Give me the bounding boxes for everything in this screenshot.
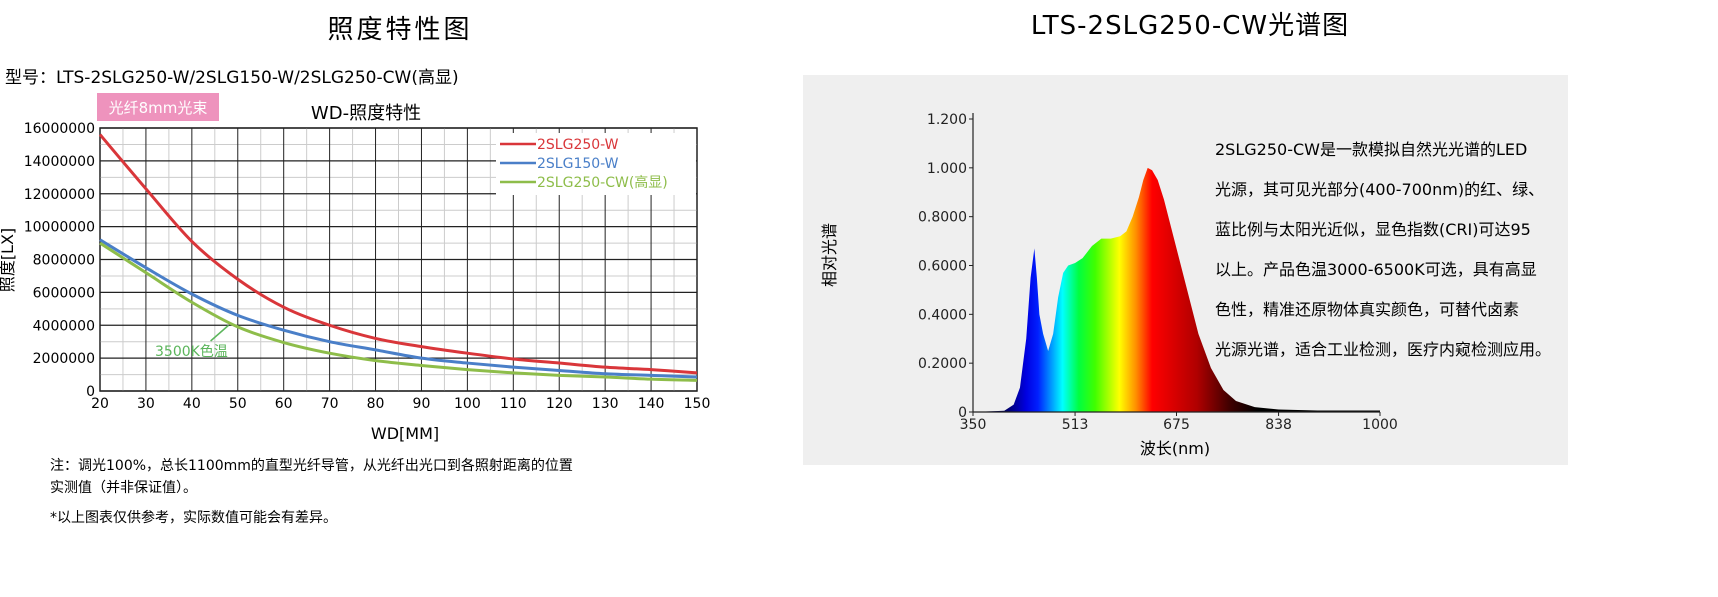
x-tick-label: 80 (367, 396, 385, 412)
x-tick-label: 838 (1265, 417, 1292, 433)
x-tick-label: 90 (413, 396, 431, 412)
desc-line-1: 2SLG250-CW是一款模拟自然光光谱的LED (1215, 140, 1527, 159)
illum-x-label: WD[MM] (371, 424, 439, 443)
y-tick-label: 1.200 (927, 112, 967, 128)
y-tick-label: 10000000 (24, 220, 95, 236)
y-tick-label: 2000000 (33, 351, 95, 367)
y-tick-label: 0.2000 (918, 356, 967, 372)
x-tick-label: 513 (1062, 417, 1089, 433)
x-tick-label: 30 (137, 396, 155, 412)
y-tick-label: 16000000 (24, 121, 95, 137)
annotation-label: 3500K色温 (155, 343, 228, 360)
legend-label: 2SLG250-W (537, 137, 619, 153)
illum-chart-title: WD-照度特性 (311, 103, 421, 124)
x-tick-label: 40 (183, 396, 201, 412)
x-tick-label: 350 (960, 417, 987, 433)
x-tick-label: 110 (500, 396, 527, 412)
y-tick-label: 0 (86, 384, 95, 400)
spectrum-description: 2SLG250-CW是一款模拟自然光光谱的LED 光源，其可见光部分(400-7… (1215, 140, 1551, 359)
model-label: 型号：LTS-2SLG250-W/2SLG150-W/2SLG250-CW(高显… (5, 68, 459, 88)
spectrum-chart: 0 0.2000 0.4000 0.6000 0.8000 1.000 1.200 350 51… (918, 112, 1398, 433)
x-tick-label: 1000 (1362, 417, 1398, 433)
desc-line-5: 色性，精准还原物体真实颜色，可替代卤素 (1215, 300, 1519, 319)
y-tick-label: 6000000 (33, 285, 95, 301)
badge-background (97, 93, 219, 121)
note-line-3: *以上图表仅供参考，实际数值可能会有差异。 (50, 509, 337, 526)
spectrum-area (973, 167, 1380, 412)
x-tick-label: 20 (91, 396, 109, 412)
y-tick-label: 0.4000 (918, 307, 967, 323)
desc-line-3: 蓝比例与太阳光近似，显色指数(CRI)可达95 (1215, 220, 1531, 239)
x-tick-label: 150 (684, 396, 711, 412)
desc-line-6: 光源光谱，适合工业检测，医疗内窥检测应用。 (1215, 340, 1551, 359)
y-tick-label: 0.8000 (918, 210, 967, 226)
series-line-0 (98, 133, 698, 375)
annotation-pointer (210, 324, 230, 342)
y-tick-label: 4000000 (33, 318, 95, 334)
y-tick-label: 0 (958, 405, 967, 421)
note-line-1: 注：调光100%，总长1100mm的直型光纤导管，从光纤出光口到各照射距离的位置 (50, 457, 573, 474)
x-tick-label: 60 (275, 396, 293, 412)
x-tick-label: 120 (546, 396, 573, 412)
legend-label: 2SLG150-W (537, 156, 619, 172)
series-line-2 (99, 241, 698, 382)
left-title: 照度特性图 (327, 15, 472, 45)
x-tick-label: 130 (592, 396, 619, 412)
x-tick-label: 675 (1163, 417, 1190, 433)
y-tick-label: 1.000 (927, 161, 967, 177)
series-line-1 (99, 238, 698, 379)
spectrum-x-label: 波长(nm) (1140, 439, 1210, 458)
x-tick-label: 70 (321, 396, 339, 412)
y-tick-label: 0.6000 (918, 259, 967, 275)
x-tick-label: 140 (638, 396, 665, 412)
note-line-2: 实测值（并非保证值）。 (50, 480, 197, 496)
right-title: LTS-2SLG250-CW光谱图 (1031, 11, 1349, 41)
y-tick-label: 12000000 (24, 187, 95, 203)
desc-line-4: 以上。产品色温3000-6500K可选，具有高显 (1215, 260, 1537, 279)
illum-chart: 20 30 40 50 60 70 80 90 100 110 120 130 140 150 0 20000… (24, 121, 711, 412)
illum-y-label: 照度[LX] (0, 228, 17, 292)
legend-label: 2SLG250-CW(高显) (537, 174, 668, 191)
y-tick-label: 8000000 (33, 253, 95, 269)
y-tick-label: 14000000 (24, 154, 95, 170)
x-tick-label: 100 (454, 396, 481, 412)
desc-line-2: 光源，其可见光部分(400-700nm)的红、绿、 (1215, 180, 1544, 199)
fiber-badge: 光纤8mm光束 (109, 99, 208, 117)
x-tick-label: 50 (229, 396, 247, 412)
spectrum-y-label: 相对光谱 (820, 223, 839, 287)
